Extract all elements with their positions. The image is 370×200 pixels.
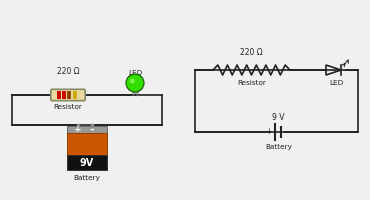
Bar	[131, 91, 138, 94]
Text: 220 Ω: 220 Ω	[57, 67, 79, 76]
Text: LED: LED	[329, 80, 343, 86]
Text: -: -	[90, 124, 94, 134]
Text: +: +	[74, 125, 82, 134]
Circle shape	[126, 74, 144, 92]
Bar	[67, 155, 107, 170]
Bar	[67, 133, 107, 155]
Circle shape	[130, 78, 135, 84]
Text: -: -	[285, 127, 289, 137]
Text: Battery: Battery	[74, 175, 100, 181]
Text: +: +	[265, 128, 272, 136]
Text: 9V: 9V	[80, 158, 94, 168]
Text: Resistor: Resistor	[54, 104, 83, 110]
Text: Battery: Battery	[265, 144, 292, 150]
Text: Resistor: Resistor	[237, 80, 266, 86]
Bar	[67, 126, 107, 133]
Text: LED: LED	[128, 70, 142, 76]
FancyBboxPatch shape	[51, 89, 85, 101]
Text: 220 Ω: 220 Ω	[240, 48, 263, 57]
Text: 9 V: 9 V	[272, 114, 285, 122]
